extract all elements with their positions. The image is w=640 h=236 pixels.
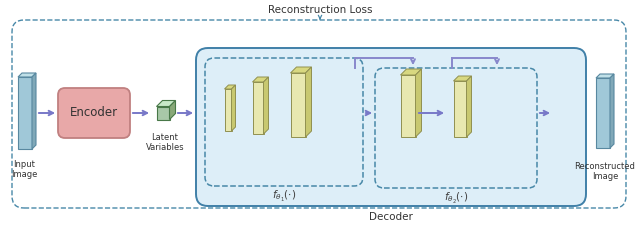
- Polygon shape: [170, 101, 175, 119]
- Text: Encoder: Encoder: [70, 106, 118, 119]
- Polygon shape: [232, 85, 236, 131]
- Polygon shape: [253, 82, 264, 134]
- Polygon shape: [291, 73, 305, 137]
- Text: Latent
Variables: Latent Variables: [146, 133, 184, 152]
- Text: Decoder: Decoder: [369, 212, 413, 222]
- Polygon shape: [18, 77, 32, 149]
- Polygon shape: [225, 85, 236, 89]
- Polygon shape: [454, 81, 467, 137]
- Polygon shape: [454, 76, 472, 81]
- FancyBboxPatch shape: [196, 48, 586, 206]
- Polygon shape: [18, 73, 36, 77]
- Polygon shape: [610, 74, 614, 148]
- Text: Input
Image: Input Image: [11, 160, 37, 179]
- Polygon shape: [401, 69, 422, 75]
- Text: $f_{\theta_2}(\cdot)$: $f_{\theta_2}(\cdot)$: [444, 191, 468, 206]
- Polygon shape: [253, 77, 269, 82]
- Text: Reconstructed
Image: Reconstructed Image: [575, 162, 636, 181]
- Polygon shape: [291, 67, 312, 73]
- Text: Reconstruction Loss: Reconstruction Loss: [268, 5, 372, 15]
- Polygon shape: [157, 106, 170, 119]
- Polygon shape: [32, 73, 36, 149]
- Polygon shape: [401, 75, 415, 137]
- Polygon shape: [305, 67, 312, 137]
- Polygon shape: [157, 101, 175, 106]
- Polygon shape: [264, 77, 269, 134]
- Text: $f_{\theta_1}(\cdot)$: $f_{\theta_1}(\cdot)$: [272, 189, 296, 204]
- Polygon shape: [596, 74, 614, 78]
- Polygon shape: [467, 76, 472, 137]
- Polygon shape: [225, 89, 232, 131]
- Polygon shape: [415, 69, 422, 137]
- Polygon shape: [596, 78, 610, 148]
- FancyBboxPatch shape: [58, 88, 130, 138]
